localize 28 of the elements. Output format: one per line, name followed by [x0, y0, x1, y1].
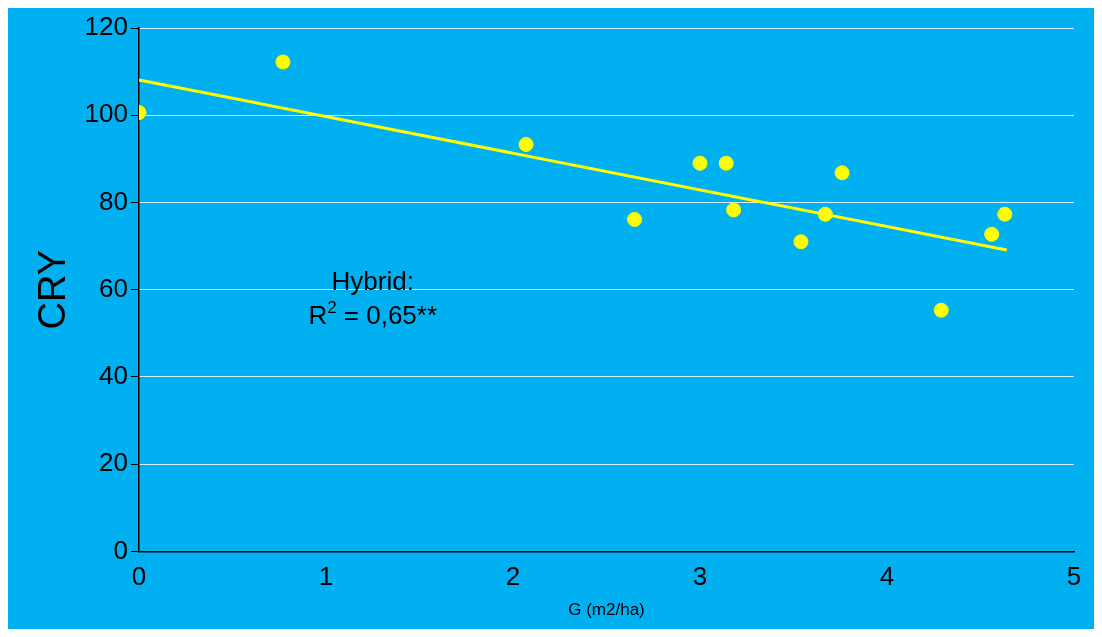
- y-tick-label: 80: [99, 185, 128, 216]
- point: [275, 54, 291, 70]
- y-tick-label: 60: [99, 272, 128, 303]
- x-axis-title: G (m2/ha): [568, 600, 645, 620]
- y-axis-title: CRY: [31, 249, 74, 330]
- point: [627, 211, 643, 227]
- x-tick-label: 4: [879, 561, 895, 592]
- point: [997, 206, 1013, 222]
- y-tick-label: 40: [99, 360, 128, 391]
- x-tick-label: 3: [692, 561, 708, 592]
- point: [718, 155, 734, 171]
- point: [692, 155, 708, 171]
- point: [933, 302, 949, 318]
- point: [518, 136, 534, 152]
- point: [817, 206, 833, 222]
- point: [726, 202, 742, 218]
- x-tick-label: 2: [505, 561, 521, 592]
- point: [984, 226, 1000, 242]
- y-tick-label: 0: [113, 534, 128, 565]
- y-tick-label: 100: [84, 98, 128, 129]
- annotation: Hybrid:: [331, 265, 414, 296]
- point: [793, 234, 809, 250]
- y-tick-label: 20: [99, 447, 128, 478]
- y-tick-label: 120: [84, 11, 128, 42]
- x-tick-label: 0: [131, 561, 147, 592]
- x-tick-label: 5: [1066, 561, 1082, 592]
- x-tick-label: 1: [318, 561, 334, 592]
- point: [834, 165, 850, 181]
